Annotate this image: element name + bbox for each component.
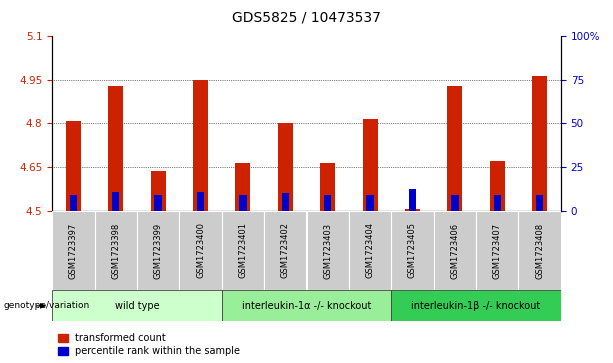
Bar [222, 290, 391, 321]
Bar [367, 195, 374, 211]
Bar [434, 211, 476, 290]
Text: GSM1723401: GSM1723401 [238, 223, 248, 278]
Bar [112, 192, 120, 211]
Bar [363, 119, 378, 211]
Bar [66, 121, 81, 211]
Bar [179, 211, 222, 290]
Bar [239, 195, 246, 211]
Bar [320, 163, 335, 211]
Text: GSM1723402: GSM1723402 [281, 223, 290, 278]
Text: GSM1723407: GSM1723407 [493, 223, 502, 278]
Text: GSM1723403: GSM1723403 [323, 223, 332, 278]
Text: GSM1723397: GSM1723397 [69, 223, 78, 278]
Bar [349, 211, 391, 290]
Bar [197, 192, 204, 211]
Bar [52, 290, 222, 321]
Bar [109, 86, 123, 211]
Bar [519, 211, 561, 290]
Text: GSM1723399: GSM1723399 [154, 223, 162, 278]
Bar [154, 195, 162, 211]
Bar [52, 211, 94, 290]
Text: GSM1723408: GSM1723408 [535, 223, 544, 278]
Bar [490, 161, 504, 211]
Bar [391, 211, 433, 290]
Bar [536, 195, 543, 211]
Text: GDS5825 / 10473537: GDS5825 / 10473537 [232, 11, 381, 25]
Bar [306, 211, 349, 290]
Bar [193, 80, 208, 211]
Bar [532, 76, 547, 211]
Bar [447, 86, 462, 211]
Text: genotype/variation: genotype/variation [3, 301, 89, 310]
Bar [409, 189, 416, 211]
Bar [493, 195, 501, 211]
Bar [70, 195, 77, 211]
Text: interleukin-1β -/- knockout: interleukin-1β -/- knockout [411, 301, 541, 311]
Bar [324, 195, 332, 211]
Bar [476, 211, 519, 290]
Legend: transformed count, percentile rank within the sample: transformed count, percentile rank withi… [57, 333, 242, 357]
Text: GSM1723406: GSM1723406 [451, 223, 459, 278]
Text: GSM1723400: GSM1723400 [196, 223, 205, 278]
Bar [405, 209, 420, 211]
Bar [222, 211, 264, 290]
Bar [391, 290, 561, 321]
Text: GSM1723405: GSM1723405 [408, 223, 417, 278]
Bar [264, 211, 306, 290]
Bar [281, 193, 289, 211]
Bar [278, 123, 293, 211]
Text: GSM1723398: GSM1723398 [111, 223, 120, 278]
Bar [137, 211, 180, 290]
Bar [94, 211, 137, 290]
Text: wild type: wild type [115, 301, 159, 311]
Text: interleukin-1α -/- knockout: interleukin-1α -/- knockout [242, 301, 371, 311]
Bar [451, 195, 459, 211]
Text: GSM1723404: GSM1723404 [365, 223, 375, 278]
Bar [235, 163, 250, 211]
Bar [151, 171, 166, 211]
